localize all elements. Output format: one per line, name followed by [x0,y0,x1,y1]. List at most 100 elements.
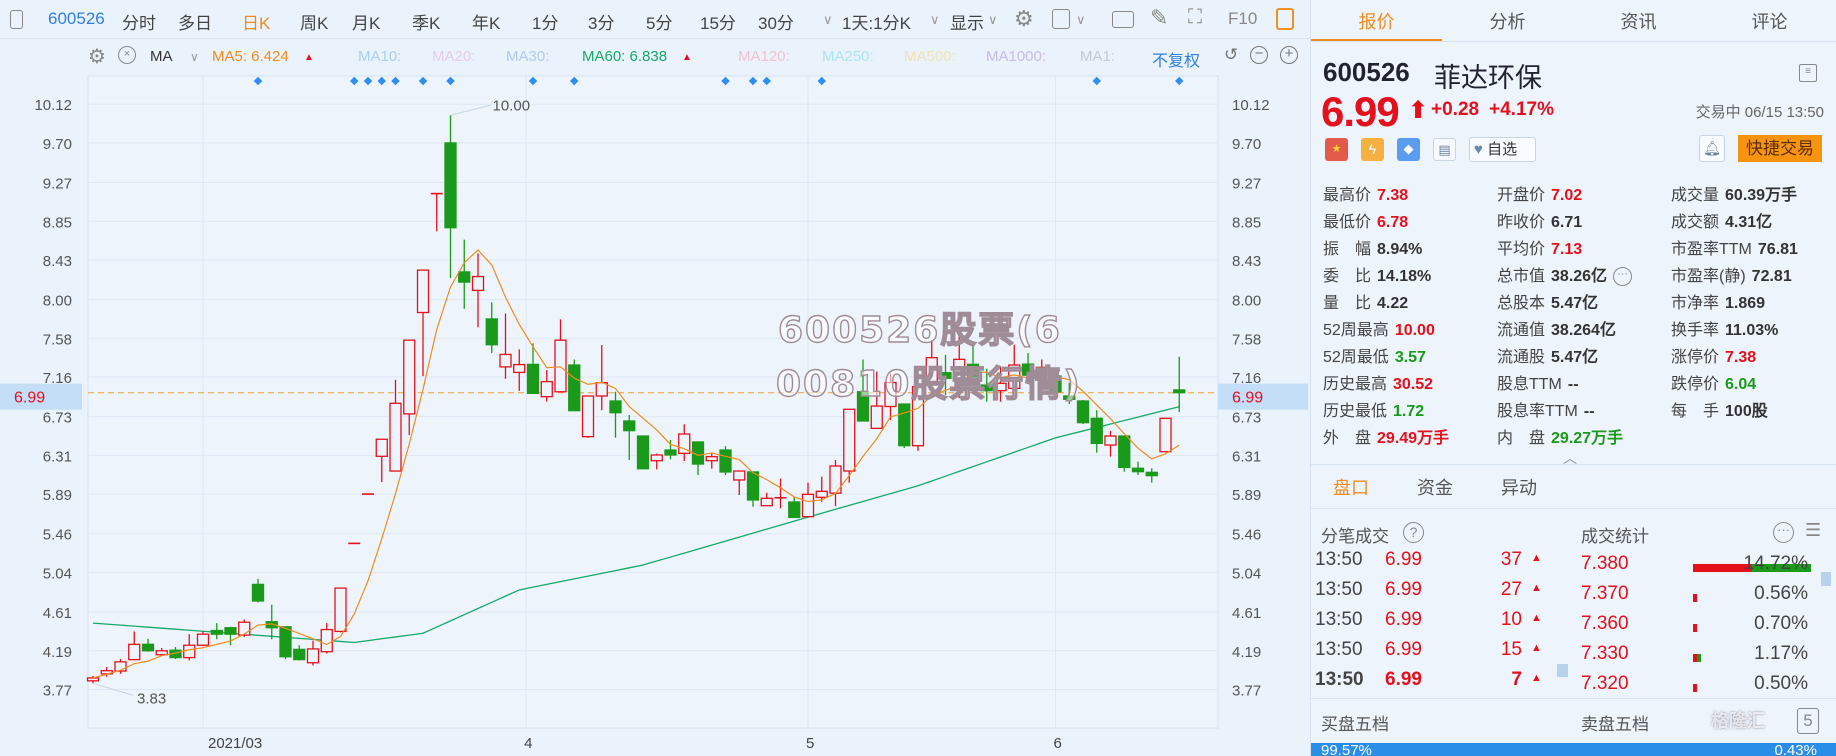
period-tab-6[interactable]: 年K [472,14,501,33]
stat-value: 3.57 [1394,349,1426,366]
tick-price: 6.99 [1385,549,1422,570]
lightning-icon[interactable]: ϟ [1361,138,1384,161]
x-tick-label: 4 [524,735,532,752]
reset-icon[interactable]: ↺ [1224,45,1239,64]
pencil-icon[interactable]: ✎ [1150,5,1169,30]
period-tab-11[interactable]: 30分 [758,14,794,33]
stats-scrollbar[interactable] [1821,572,1831,586]
candlestick-chart[interactable]: 10.12 10.12 9.70 9.70 9.27 9.27 8.85 8.85 8.43 8.… [0,0,1310,756]
indicator-settings-gear-icon[interactable]: ⚙ [88,46,106,68]
stat-label: 涨停价 [1671,349,1720,366]
stat-value: 6.71 [1551,214,1583,231]
candle-body [513,363,526,374]
period-tab-7[interactable]: 1分 [532,14,559,33]
ma-legend-item[interactable]: MA20: [432,48,476,65]
info-panel-toggle-icon[interactable] [1276,8,1294,30]
stat-label: 平均价 [1497,241,1546,258]
candle-body [1035,366,1048,376]
list-icon[interactable]: ☰ [1805,520,1822,540]
chevron-down-icon: ∨ [930,12,940,27]
candle-body [705,456,718,462]
period-tab-4[interactable]: 月K [352,14,381,33]
stat-value: 30.52 [1393,376,1434,393]
sidebar-toggle-icon[interactable] [10,10,23,29]
note-icon[interactable]: ▤ [1433,138,1456,161]
chevron-down-icon[interactable]: ∨ [190,50,199,64]
zoom-in-icon[interactable]: + [1280,46,1298,64]
settings-gear-icon[interactable]: ⚙ [1014,6,1034,31]
period-tab-0[interactable]: 分时 [122,14,156,33]
candle-body [238,621,251,636]
x-tick-label: 2021/03 [208,735,262,752]
stat-label: 成交量 [1671,187,1720,204]
subtab-0[interactable]: 盘口 [1333,478,1369,498]
quick-trade-button[interactable]: 快捷交易 [1738,135,1822,162]
period-select[interactable]: 1天:1分K [842,14,911,33]
layout-square-icon[interactable] [1052,9,1070,29]
ma-legend-item[interactable]: MA250: [822,48,874,65]
ma-legend-item[interactable]: MA5: 6.424 [212,48,289,65]
ma-legend-item[interactable]: MA60: 6.838 [582,48,668,65]
ma-legend-item[interactable]: MA1: [1080,48,1116,65]
add-watchlist-button[interactable]: ♥ 自选 [1469,137,1536,162]
stat-item: 最低价 6.78 [1323,208,1408,232]
stat-label: 最高价 [1323,187,1372,204]
current-price-label-right: 6.99 [1232,390,1263,407]
candle-body [581,395,595,438]
stat-item: 52周最高 10.00 [1323,316,1435,340]
candle-body [210,629,223,635]
period-tab-3[interactable]: 周K [300,14,329,33]
more-periods-chevron-icon[interactable]: ∨ [823,12,833,27]
period-tab-1[interactable]: 多日 [178,14,212,33]
china-flag-icon[interactable]: ★ [1325,138,1348,161]
y-tick-left: 5.04 [43,565,72,582]
menu-icon[interactable]: ≡ [1799,64,1817,82]
subtab-2[interactable]: 异动 [1501,478,1537,498]
period-tab-5[interactable]: 季K [412,14,441,33]
tick-volume: 15 [1500,639,1522,660]
ma-legend-item[interactable]: MA30: [506,48,550,65]
candle-body [678,433,691,454]
bell-icon[interactable]: 🔔︎ [1699,135,1725,162]
help-icon[interactable]: ? [1403,522,1424,543]
subtab-1[interactable]: 资金 [1417,478,1453,498]
stat-item: 内 盘 29.27万手 [1497,424,1623,448]
y-tick-left: 4.61 [43,605,72,622]
zoom-out-icon[interactable]: − [1250,46,1268,64]
tab-1[interactable]: 分析 [1489,12,1526,32]
stock-code[interactable]: 600526 [48,9,105,28]
more-icon[interactable]: ··· [1773,522,1794,543]
more-icon[interactable]: ··· [1613,267,1633,287]
ma-legend-item[interactable]: MA1000: [986,48,1047,65]
y-tick-right: 7.58 [1232,331,1261,348]
ma-legend-item[interactable]: MA10: [358,48,402,65]
period-tab-9[interactable]: 5分 [646,14,673,33]
f10-button[interactable]: F10 [1228,9,1258,28]
adjust-mode-button[interactable]: 不复权 [1152,53,1201,70]
tick-volume: 7 [1511,669,1522,690]
close-indicator-icon[interactable]: × [118,46,136,64]
indicator-select[interactable]: MA [150,48,173,65]
divider [1311,41,1836,42]
camera-icon[interactable] [1112,11,1134,28]
event-marker-icon [721,76,730,86]
display-select[interactable]: 显示 [950,14,984,33]
stat-value: 5.47亿 [1551,349,1599,366]
ticks-scrollbar[interactable] [1557,664,1568,677]
stat-value: 7.13 [1551,241,1583,258]
ma-legend-item[interactable]: MA120: [738,48,790,65]
tab-0[interactable]: 报价 [1358,12,1395,32]
ma-legend-item[interactable]: MA500: [904,48,956,65]
collapse-caret-icon[interactable]: ︿ [1563,450,1577,466]
tab-2[interactable]: 资讯 [1620,12,1657,32]
period-tab-2[interactable]: 日K [242,14,271,33]
stat-value: 6.78 [1377,214,1409,231]
tab-3[interactable]: 评论 [1751,12,1788,32]
candle-body [788,501,801,519]
period-tab-10[interactable]: 15分 [700,14,736,33]
fullscreen-icon[interactable]: ⛶ [1188,6,1202,28]
period-tab-8[interactable]: 3分 [588,14,615,33]
tag-icon[interactable]: ◆ [1397,138,1420,161]
stat-label: 历史最低 [1323,403,1388,420]
five-levels-button[interactable]: 5 [1797,708,1819,734]
